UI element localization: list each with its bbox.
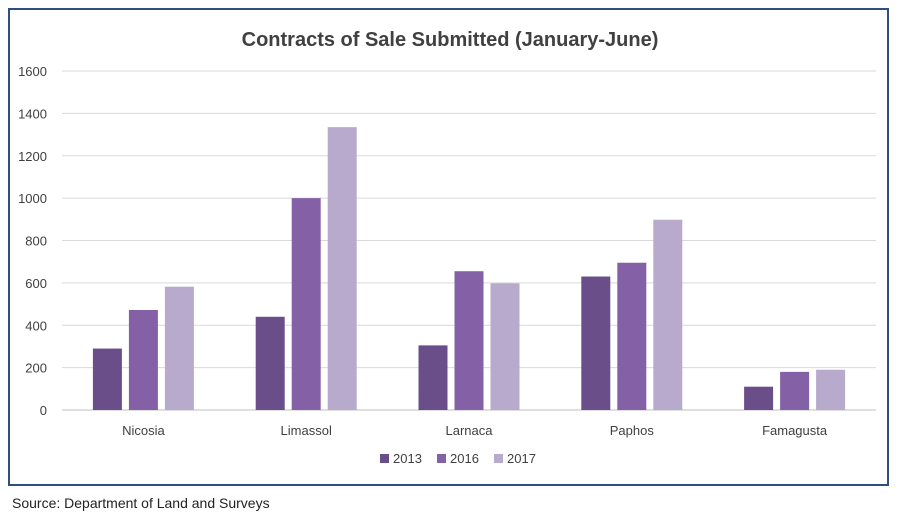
y-tick-label: 200	[25, 361, 47, 376]
x-tick-label: Famagusta	[762, 423, 828, 438]
bar-2013-limassol	[255, 316, 285, 410]
y-tick-label: 1200	[18, 149, 47, 164]
bar-2016-paphos	[617, 262, 647, 410]
y-axis: 0 200 400 600 800 1000 1200 1400 1600	[18, 64, 47, 418]
bar-2017-larnaca	[490, 283, 520, 410]
gridlines	[62, 70, 876, 411]
y-tick-label: 800	[25, 234, 47, 249]
x-tick-label: Larnaca	[446, 423, 494, 438]
legend-swatch-2017	[494, 454, 503, 463]
bar-2017-limassol	[327, 127, 357, 410]
legend-swatch-2016	[437, 454, 446, 463]
legend: 2013 2016 2017	[380, 451, 536, 466]
x-tick-label: Paphos	[610, 423, 655, 438]
source-note: Source: Department of Land and Surveys	[12, 495, 270, 511]
bar-2013-larnaca	[418, 345, 448, 410]
bar-2013-paphos	[581, 276, 611, 410]
bar-2017-famagusta	[816, 369, 846, 410]
y-tick-label: 1000	[18, 191, 47, 206]
legend-label: 2017	[507, 451, 536, 466]
legend-swatch-2013	[380, 454, 389, 463]
y-tick-label: 600	[25, 276, 47, 291]
bar-2013-famagusta	[744, 386, 774, 410]
y-tick-label: 400	[25, 318, 47, 333]
bar-2016-nicosia	[128, 309, 158, 410]
y-tick-label: 1400	[18, 106, 47, 121]
bar-2013-nicosia	[92, 348, 122, 410]
bar-2016-larnaca	[454, 271, 484, 410]
bar-2016-famagusta	[780, 371, 810, 410]
x-tick-label: Limassol	[281, 423, 332, 438]
bar-2016-limassol	[291, 198, 321, 410]
bar-2017-paphos	[653, 219, 683, 410]
y-tick-label: 0	[40, 403, 47, 418]
bar-2017-nicosia	[164, 286, 194, 410]
y-tick-label: 1600	[18, 64, 47, 79]
x-tick-label: Nicosia	[122, 423, 165, 438]
x-axis: Nicosia Limassol Larnaca Paphos Famagusta	[122, 423, 828, 438]
legend-label: 2013	[393, 451, 422, 466]
legend-label: 2016	[450, 451, 479, 466]
chart-title: Contracts of Sale Submitted (January-Jun…	[242, 29, 659, 51]
bars	[92, 127, 846, 410]
